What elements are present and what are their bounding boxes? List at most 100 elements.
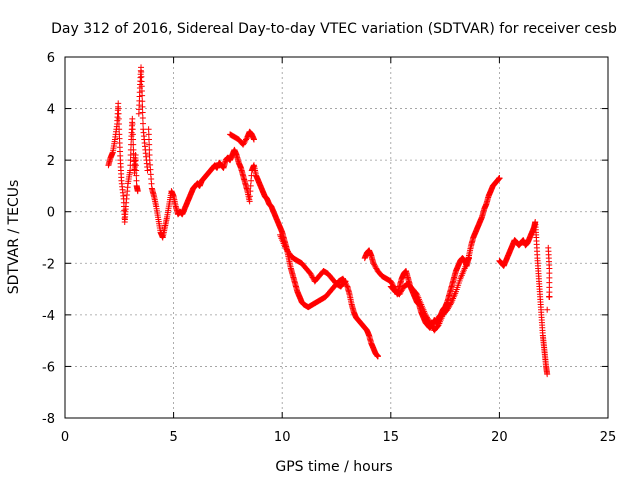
y-tick-label: 0	[47, 206, 55, 221]
data-point	[447, 300, 454, 307]
data-point	[397, 289, 404, 296]
data-point	[281, 242, 288, 249]
y-tick-label: -4	[42, 309, 55, 324]
data-point	[127, 157, 134, 164]
data-point	[397, 288, 404, 295]
data-point	[373, 265, 380, 272]
data-point	[428, 322, 435, 329]
data-point	[425, 317, 432, 324]
x-tick-label: 15	[383, 430, 400, 445]
data-point	[132, 162, 139, 169]
series-sdtvar-main	[105, 64, 381, 360]
data-point	[139, 98, 146, 105]
data-point	[387, 278, 394, 285]
data-point	[240, 141, 247, 148]
x-tick-label: 20	[491, 430, 508, 445]
data-point	[308, 273, 315, 280]
x-tick-label: 0	[61, 430, 69, 445]
data-point	[284, 247, 291, 254]
data-point	[426, 318, 433, 325]
series-sdtvar-afternoon	[361, 175, 503, 331]
data-point	[140, 120, 147, 127]
data-point	[434, 323, 441, 330]
data-point	[139, 103, 146, 110]
series-sdtvar-evening	[496, 219, 553, 378]
data-point	[115, 100, 122, 107]
data-point	[139, 92, 146, 99]
data-point	[133, 172, 140, 179]
data-point	[544, 306, 551, 313]
data-point	[372, 264, 379, 271]
data-point	[133, 167, 140, 174]
data-point	[546, 293, 553, 300]
data-point	[247, 188, 254, 195]
data-point	[242, 137, 249, 144]
data-point	[445, 304, 452, 311]
data-point	[248, 177, 255, 184]
data-point	[134, 188, 141, 195]
data-point	[146, 151, 153, 158]
data-point	[447, 301, 454, 308]
tick-labels: 0 5 10 15 20 25 -8 -6 -4 -2 0 2 4 6	[42, 51, 616, 445]
data-point	[422, 311, 429, 318]
data-point	[115, 121, 122, 128]
data-point	[342, 278, 349, 285]
data-point	[444, 305, 451, 312]
data-point	[247, 182, 254, 189]
x-tick-label: 5	[169, 430, 177, 445]
x-tick-label: 25	[600, 430, 617, 445]
data-point	[371, 261, 378, 268]
data-point	[307, 270, 314, 277]
plot-frame	[64, 56, 609, 419]
y-tick-label: -6	[42, 360, 55, 375]
data-point	[341, 279, 348, 286]
axes	[64, 56, 609, 419]
y-tick-label: -8	[42, 412, 55, 427]
data-point	[115, 105, 122, 112]
data-point	[129, 131, 136, 138]
y-tick-label: 2	[47, 154, 55, 169]
y-axis-title: SDTVAR / TECUs	[6, 180, 22, 295]
data-point	[399, 286, 406, 293]
y-tick-label: 6	[47, 51, 55, 66]
data-point	[398, 287, 405, 294]
data-point	[282, 243, 289, 250]
data-point	[309, 274, 316, 281]
data-point	[396, 291, 403, 298]
data-point	[544, 371, 551, 378]
data-point	[145, 126, 152, 133]
data-point	[413, 290, 420, 297]
data-point	[429, 323, 436, 330]
grid-lines	[65, 57, 608, 418]
data-point	[246, 198, 253, 205]
data-point	[241, 139, 248, 146]
data-point	[424, 315, 431, 322]
data-point	[139, 115, 146, 122]
data-point	[446, 302, 453, 309]
data-point	[426, 319, 433, 326]
data-point	[145, 131, 152, 138]
data-point	[129, 126, 136, 133]
data-point	[444, 306, 451, 313]
data-point	[282, 244, 289, 251]
data-point	[243, 136, 249, 143]
series-sdtvar-afternoon-lower	[387, 255, 472, 334]
data-point	[374, 353, 381, 360]
data-point	[130, 141, 137, 148]
data-point	[139, 109, 146, 116]
data-point	[133, 177, 140, 184]
data-point	[240, 140, 247, 147]
x-axis-title: GPS time / hours	[275, 459, 392, 475]
data-point	[130, 136, 137, 143]
data-point	[283, 246, 290, 253]
y-tick-label: -2	[42, 257, 55, 272]
chart-title: Day 312 of 2016, Sidereal Day-to-day VTE…	[51, 21, 617, 37]
data-point	[145, 136, 152, 143]
data-point	[308, 271, 315, 278]
data-point	[246, 193, 253, 200]
data-point	[250, 136, 257, 143]
data-point	[146, 146, 153, 153]
data-point	[115, 110, 122, 117]
data-point	[146, 141, 153, 148]
data-point	[423, 313, 430, 320]
